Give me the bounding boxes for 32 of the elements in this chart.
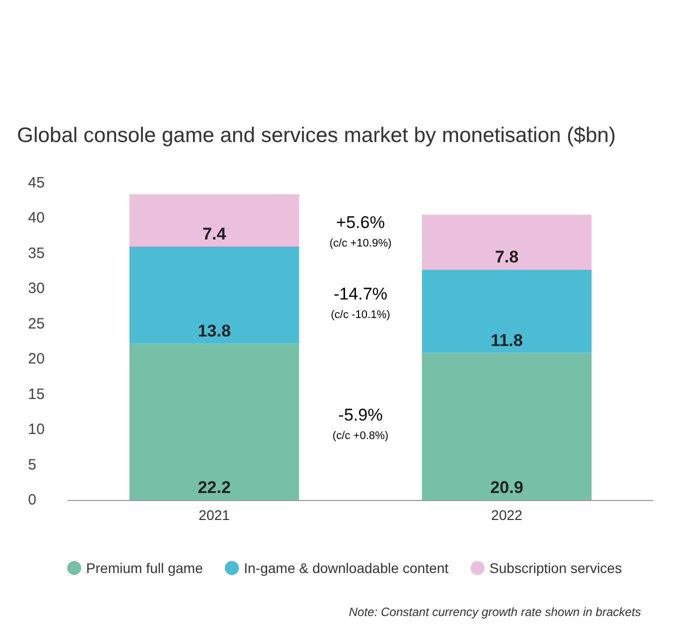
bar [129, 344, 300, 500]
y-tick-label: 5 [28, 456, 36, 474]
bar [422, 352, 592, 500]
y-tick-label: 25 [28, 315, 45, 332]
legend-label: In-game & downloadable content [244, 560, 449, 576]
bar [422, 270, 592, 353]
y-tick-label: 45 [28, 174, 45, 192]
data-label: 7.8 [494, 248, 519, 267]
bar [129, 194, 300, 246]
annotation: -14.7% (c/c -10.1%) [330, 284, 390, 322]
x-tick-label: 2022 [491, 507, 523, 523]
data-label: 22.2 [198, 478, 231, 497]
annotation: +5.6% (c/c +10.9%) [329, 212, 392, 250]
data-label: 11.8 [490, 330, 523, 350]
data-label: 7.4 [202, 224, 227, 244]
y-tick-label: 30 [28, 280, 45, 298]
y-tick-label: 0 [28, 492, 36, 508]
data-label: 13.8 [198, 322, 231, 341]
y-tick-label: 10 [28, 421, 45, 438]
y-tick-label: 35 [28, 244, 45, 262]
legend-label: Premium full game [86, 560, 204, 576]
legend-label: Subscription services [490, 560, 622, 576]
annotation: -5.9% (c/c +0.8%) [332, 406, 388, 442]
chart-title: Global console game and services market by monetisation ($bn) [17, 124, 616, 147]
y-tick-label: 15 [28, 386, 45, 403]
y-tick-label: 20 [28, 350, 45, 368]
y-tick-label: 40 [28, 210, 45, 227]
bar [422, 214, 592, 270]
text: Note: Constant currency growth rate shown in brackets [348, 605, 642, 619]
x-tick-label: 2021 [198, 507, 230, 523]
bar [129, 246, 300, 344]
data-label: 20.9 [490, 478, 524, 497]
